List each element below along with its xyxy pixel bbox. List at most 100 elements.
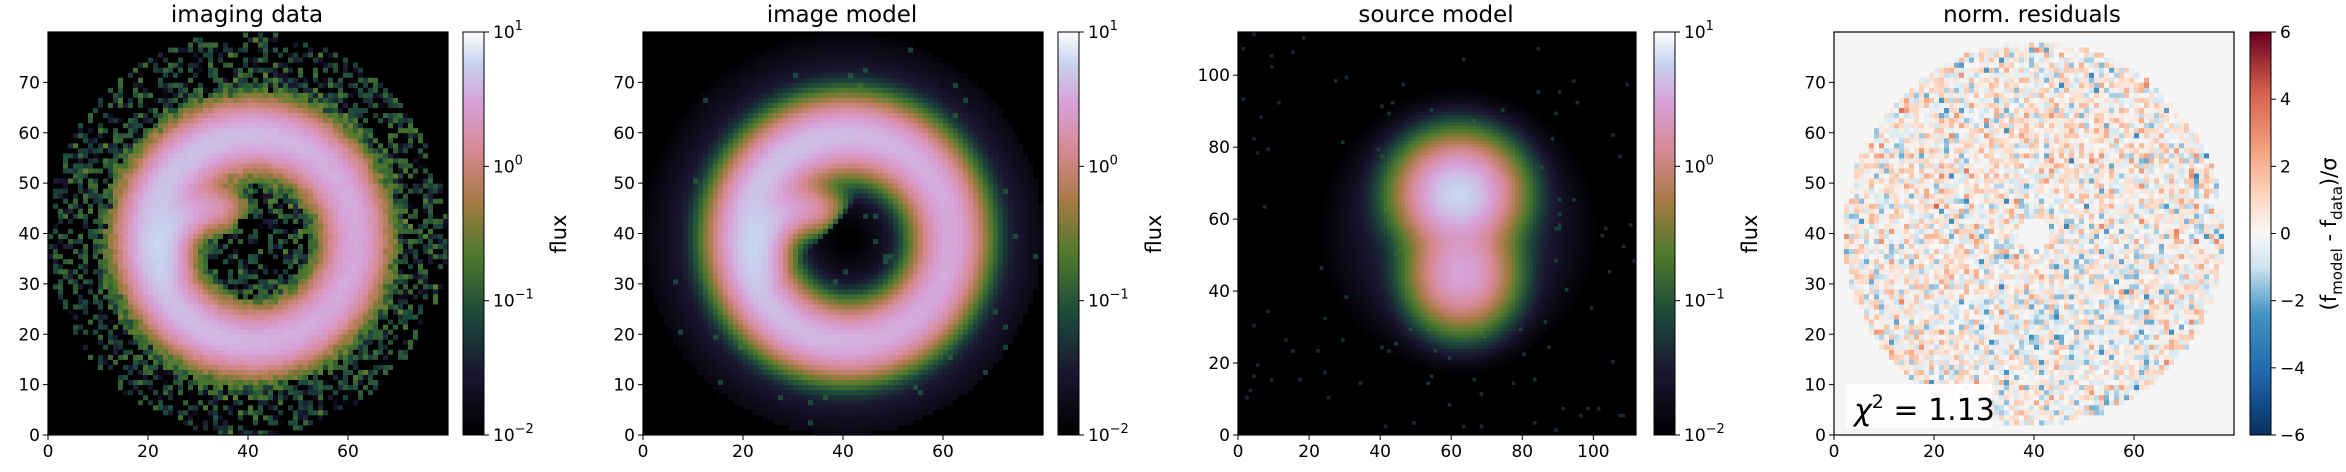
- x-tick-label: 40: [1369, 442, 1391, 462]
- colorbar-tick-label: 4: [2280, 90, 2291, 110]
- chi-square-annotation: χ2 = 1.13: [1846, 384, 1995, 428]
- x-tick-label: 40: [2023, 442, 2045, 462]
- y-tick-label: 40: [1208, 282, 1230, 302]
- panel-2-title: image model: [767, 2, 918, 28]
- x-tick-label: 0: [43, 442, 54, 462]
- x-tick-label: 20: [137, 442, 159, 462]
- chi-square-label: χ2 = 1.13: [1852, 391, 1995, 428]
- y-tick-label: 10: [1804, 376, 1826, 396]
- x-tick-label: 40: [832, 442, 854, 462]
- y-tick-label: 0: [1815, 426, 1826, 446]
- panel-2-colorbar-ticks: 101 100 10−1 10−2: [1079, 19, 1129, 446]
- colorbar-tick-label: 10−2: [1684, 422, 1725, 446]
- y-tick-label: 0: [1219, 426, 1230, 446]
- y-tick-label: 80: [1208, 138, 1230, 158]
- y-tick-label: 30: [613, 275, 635, 295]
- y-tick-label: 20: [18, 325, 40, 345]
- y-tick-label: 20: [613, 325, 635, 345]
- y-tick-label: 70: [613, 73, 635, 93]
- panel-norm-residuals: norm. residuals χ2 = 1.13 0 20 40 600102030…: [1804, 2, 2346, 462]
- panel-1-colorbar-ticks: 101 100 10−1 10−2: [484, 19, 534, 446]
- panel-1-title: imaging data: [171, 2, 323, 28]
- panel-1-heatmap: [48, 32, 449, 436]
- x-tick-label: 60: [337, 442, 359, 462]
- panel-3-frame: [1237, 31, 1637, 436]
- panel-2-colorbar: [1057, 31, 1080, 436]
- y-tick-label: 20: [1208, 354, 1230, 374]
- colorbar-tick-label: 101: [493, 19, 523, 43]
- colorbar-tick-label: −4: [2280, 359, 2305, 379]
- colorbar-tick-label: 10−2: [1088, 422, 1129, 446]
- y-tick-label: 70: [1804, 73, 1826, 93]
- y-tick-label: 40: [613, 225, 635, 245]
- y-tick-label: 70: [18, 73, 40, 93]
- y-tick-label: 50: [18, 174, 40, 194]
- y-tick-label: 30: [18, 275, 40, 295]
- x-tick-label: 60: [2123, 442, 2145, 462]
- y-tick-label: 10: [613, 376, 635, 396]
- colorbar-tick-label: 10−1: [493, 288, 534, 312]
- panel-3-colorbar: [1653, 31, 1676, 436]
- y-tick-label: 20: [1804, 325, 1826, 345]
- panel-source-model: source model 0 20 40 60 80 100 0 20 40 60 80 100 10…: [1198, 2, 1762, 462]
- y-tick-label: 10: [18, 376, 40, 396]
- y-tick-label: 50: [613, 174, 635, 194]
- y-tick-label: 30: [1804, 275, 1826, 295]
- colorbar-tick-label: 100: [1088, 153, 1118, 177]
- panel-2-heatmap: [643, 32, 1044, 436]
- x-tick-label: 0: [1233, 442, 1244, 462]
- y-tick-label: 60: [1208, 210, 1230, 230]
- x-tick-label: 100: [1577, 442, 1609, 462]
- colorbar-tick-label: −2: [2280, 292, 2305, 312]
- y-tick-label: 50: [1804, 174, 1826, 194]
- y-tick-label: 0: [624, 426, 635, 446]
- x-tick-label: 40: [237, 442, 259, 462]
- y-tick-label: 60: [1804, 124, 1826, 144]
- y-tick-label: 60: [18, 124, 40, 144]
- panel-4-title: norm. residuals: [1943, 2, 2121, 28]
- colorbar-tick-label: 100: [493, 153, 523, 177]
- panel-3-colorbar-ticks: 101 100 10−1 10−2: [1675, 19, 1725, 446]
- colorbar-tick-label: 2: [2280, 157, 2291, 177]
- panel-3-colorbar-label: flux: [1738, 215, 1762, 254]
- panel-4-colorbar-label: (fmodel - fdata)/σ: [2317, 157, 2346, 310]
- colorbar-tick-label: −6: [2280, 426, 2305, 446]
- colorbar-tick-label: 101: [1088, 19, 1118, 43]
- x-tick-label: 20: [1923, 442, 1945, 462]
- colorbar-tick-label: 10−1: [1684, 288, 1725, 312]
- colorbar-tick-label: 100: [1684, 153, 1714, 177]
- panel-3-heatmap: [1238, 32, 1637, 436]
- panel-3-axes: 0 20 40 60 80 100 0 20 40 60 80 100: [1198, 66, 1610, 462]
- y-tick-label: 0: [29, 426, 40, 446]
- colorbar-tick-label: 10−2: [493, 422, 534, 446]
- x-tick-label: 0: [638, 442, 649, 462]
- x-tick-label: 60: [1440, 442, 1462, 462]
- panel-1-colorbar-label: flux: [547, 215, 571, 254]
- x-tick-label: 20: [1298, 442, 1320, 462]
- panel-4-colorbar-ticks: 6 4 2 0 −2 −4 −6: [2271, 23, 2305, 446]
- panel-2-colorbar-label: flux: [1142, 215, 1166, 254]
- panel-1-axes: 0 20 40 60 0 10 20 30 40 50 60 70: [18, 73, 358, 462]
- colorbar-tick-label: 10−1: [1088, 288, 1129, 312]
- panel-2-axes: 0 20 40 60 0 10 20 30 40 50 60 70: [613, 73, 953, 462]
- y-tick-label: 100: [1198, 66, 1230, 86]
- x-tick-label: 80: [1511, 442, 1533, 462]
- colorbar-tick-label: 6: [2280, 23, 2291, 43]
- panel-3-title: source model: [1358, 2, 1513, 28]
- y-tick-label: 40: [18, 225, 40, 245]
- y-tick-label: 40: [1804, 225, 1826, 245]
- chi-square-box: [1846, 384, 1992, 428]
- colorbar-tick-label: 101: [1684, 19, 1714, 43]
- panel-4-heatmap: [1834, 32, 2235, 436]
- panel-4-axes: 0 20 40 60 0 10 20 30 40 50 60 70: [1804, 73, 2144, 462]
- x-tick-label: 0: [1829, 442, 1840, 462]
- panel-4-colorbar: [2249, 31, 2272, 436]
- y-tick-label: 60: [613, 124, 635, 144]
- x-tick-label: 60: [932, 442, 954, 462]
- x-tick-label: 20: [732, 442, 754, 462]
- panel-1-colorbar: [462, 31, 485, 436]
- colorbar-tick-label: 0: [2280, 225, 2291, 245]
